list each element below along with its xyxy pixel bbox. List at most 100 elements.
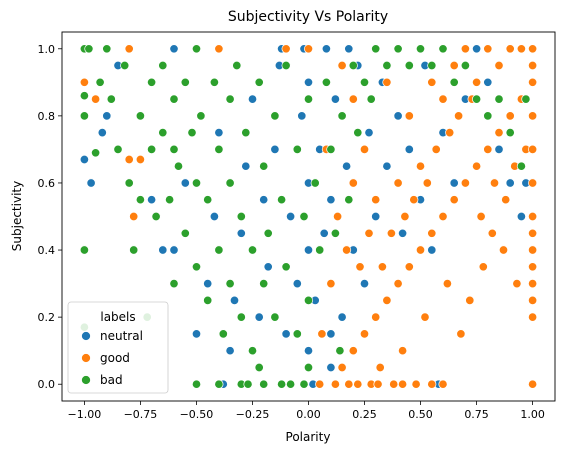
- good-point: [438, 379, 448, 389]
- bad-point: [299, 379, 309, 389]
- good-point: [489, 178, 500, 188]
- good-point: [442, 279, 452, 289]
- bad-point: [281, 262, 291, 272]
- good-point: [478, 262, 488, 272]
- good-point: [371, 312, 381, 322]
- good-point: [420, 312, 430, 322]
- bad-point: [382, 60, 392, 71]
- legend-title: labels: [100, 310, 135, 324]
- bad-point: [191, 44, 202, 54]
- neutral-point: [321, 44, 331, 54]
- good-point: [498, 245, 509, 255]
- bad-point: [348, 60, 358, 71]
- bad-point: [236, 312, 246, 322]
- neutral-point: [371, 211, 381, 222]
- good-point: [422, 178, 432, 188]
- good-point: [135, 154, 145, 165]
- bad-point: [460, 60, 470, 71]
- legend-label-good: good: [100, 351, 130, 365]
- good-point: [483, 144, 493, 154]
- y-tick-label: 0.4: [38, 244, 56, 257]
- bad-point: [303, 295, 314, 305]
- bad-point: [151, 211, 161, 222]
- bad-point: [292, 329, 302, 339]
- bad-point: [359, 77, 370, 87]
- bad-point: [330, 228, 340, 238]
- bad-point: [243, 379, 253, 389]
- bad-point: [505, 128, 515, 138]
- neutral-point: [214, 128, 224, 138]
- neutral-point: [393, 111, 403, 121]
- neutral-point: [342, 161, 352, 171]
- good-point: [317, 329, 327, 339]
- good-point: [355, 262, 365, 272]
- bad-point: [254, 362, 264, 373]
- bad-point: [191, 178, 202, 188]
- bad-point: [225, 94, 235, 104]
- good-point: [409, 195, 419, 205]
- good-point: [124, 154, 134, 165]
- bad-point: [259, 161, 269, 171]
- bad-point: [353, 128, 363, 138]
- bad-point: [277, 379, 287, 389]
- bad-point: [165, 195, 175, 205]
- y-tick-label: 0.2: [38, 311, 56, 324]
- good-point: [472, 77, 482, 87]
- good-point: [124, 44, 134, 54]
- bad-point: [366, 94, 376, 104]
- good-point: [460, 178, 470, 188]
- y-tick-label: 0.0: [38, 378, 56, 391]
- bad-point: [79, 91, 89, 101]
- good-point: [427, 379, 437, 389]
- bad-point: [84, 44, 94, 54]
- x-tick-label: −0.50: [180, 408, 214, 421]
- legend-marker-bad: [81, 375, 91, 385]
- good-point: [348, 178, 358, 188]
- good-point: [214, 44, 224, 54]
- neutral-point: [297, 111, 307, 121]
- good-point: [375, 362, 385, 373]
- bad-point: [129, 245, 139, 255]
- bad-point: [173, 161, 184, 171]
- bad-point: [337, 111, 347, 121]
- good-point: [353, 379, 363, 389]
- good-point: [528, 211, 538, 222]
- chart-title: Subjectivity Vs Polarity: [228, 9, 388, 25]
- bad-point: [254, 77, 264, 87]
- legend-label-neutral: neutral: [100, 329, 143, 343]
- bad-point: [214, 144, 224, 154]
- bad-point: [187, 128, 197, 138]
- neutral-point: [102, 111, 112, 121]
- x-tick-label: −0.25: [236, 408, 270, 421]
- legend-label-bad: bad: [100, 373, 123, 387]
- good-point: [528, 279, 538, 289]
- neutral-point: [505, 178, 515, 188]
- bad-point: [79, 111, 89, 121]
- neutral-point: [263, 262, 273, 272]
- good-point: [342, 245, 352, 255]
- neutral-point: [79, 154, 89, 165]
- bad-point: [393, 44, 403, 54]
- x-axis-label: Polarity: [286, 430, 331, 444]
- bad-point: [191, 262, 202, 272]
- bad-point: [135, 195, 145, 205]
- good-point: [427, 77, 437, 87]
- bad-point: [277, 195, 287, 205]
- good-point: [528, 144, 538, 154]
- bad-point: [281, 60, 291, 71]
- bad-point: [299, 211, 309, 222]
- bad-point: [270, 111, 280, 121]
- neutral-point: [404, 144, 414, 154]
- neutral-point: [494, 144, 504, 154]
- good-point: [79, 77, 89, 87]
- good-point: [528, 245, 538, 255]
- neutral-point: [281, 329, 291, 339]
- neutral-point: [472, 44, 482, 54]
- bad-point: [286, 379, 296, 389]
- neutral-point: [337, 312, 347, 322]
- points-layer: [79, 44, 538, 389]
- good-point: [528, 295, 538, 305]
- good-point: [487, 228, 497, 238]
